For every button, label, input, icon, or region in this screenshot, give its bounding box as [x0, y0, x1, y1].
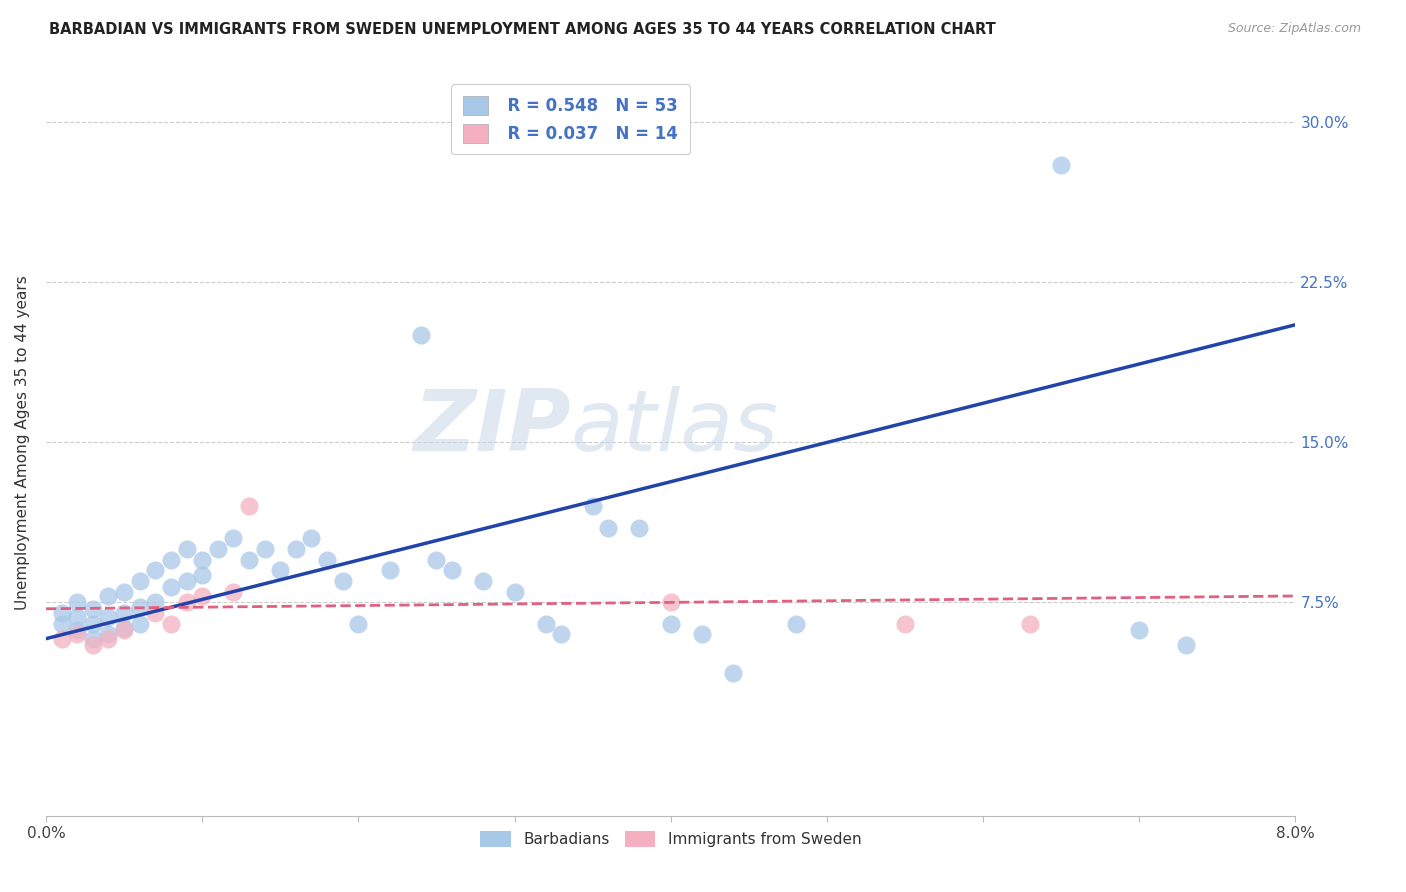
Point	[112, 623, 135, 637]
Point	[316, 552, 339, 566]
Point	[128, 599, 150, 614]
Point	[176, 574, 198, 588]
Point	[176, 595, 198, 609]
Point	[82, 632, 104, 646]
Point	[128, 616, 150, 631]
Point	[721, 665, 744, 680]
Point	[191, 589, 214, 603]
Point	[112, 584, 135, 599]
Point	[51, 606, 73, 620]
Point	[503, 584, 526, 599]
Point	[160, 552, 183, 566]
Point	[82, 616, 104, 631]
Point	[425, 552, 447, 566]
Point	[82, 638, 104, 652]
Point	[66, 623, 89, 637]
Point	[253, 541, 276, 556]
Point	[301, 531, 323, 545]
Point	[160, 616, 183, 631]
Point	[143, 606, 166, 620]
Point	[176, 541, 198, 556]
Legend:   R = 0.548   N = 53,   R = 0.037   N = 14: R = 0.548 N = 53, R = 0.037 N = 14	[451, 85, 690, 154]
Point	[160, 581, 183, 595]
Point	[66, 627, 89, 641]
Point	[269, 563, 291, 577]
Point	[378, 563, 401, 577]
Point	[143, 595, 166, 609]
Point	[82, 601, 104, 615]
Point	[97, 627, 120, 641]
Point	[347, 616, 370, 631]
Point	[51, 616, 73, 631]
Point	[222, 584, 245, 599]
Point	[207, 541, 229, 556]
Point	[1128, 623, 1150, 637]
Point	[550, 627, 572, 641]
Point	[51, 632, 73, 646]
Point	[143, 563, 166, 577]
Point	[1050, 158, 1073, 172]
Text: atlas: atlas	[571, 385, 779, 469]
Point	[66, 610, 89, 624]
Point	[112, 606, 135, 620]
Point	[690, 627, 713, 641]
Point	[409, 328, 432, 343]
Point	[97, 632, 120, 646]
Point	[332, 574, 354, 588]
Point	[222, 531, 245, 545]
Text: ZIP: ZIP	[413, 385, 571, 469]
Point	[191, 552, 214, 566]
Point	[66, 595, 89, 609]
Point	[1175, 638, 1198, 652]
Point	[97, 610, 120, 624]
Point	[598, 521, 620, 535]
Point	[284, 541, 307, 556]
Point	[1019, 616, 1042, 631]
Point	[112, 621, 135, 635]
Point	[238, 500, 260, 514]
Point	[191, 567, 214, 582]
Text: Source: ZipAtlas.com: Source: ZipAtlas.com	[1227, 22, 1361, 36]
Point	[894, 616, 917, 631]
Point	[581, 500, 603, 514]
Point	[628, 521, 651, 535]
Point	[441, 563, 464, 577]
Point	[659, 616, 682, 631]
Point	[238, 552, 260, 566]
Text: BARBADIAN VS IMMIGRANTS FROM SWEDEN UNEMPLOYMENT AMONG AGES 35 TO 44 YEARS CORRE: BARBADIAN VS IMMIGRANTS FROM SWEDEN UNEM…	[49, 22, 995, 37]
Point	[659, 595, 682, 609]
Point	[128, 574, 150, 588]
Point	[97, 589, 120, 603]
Y-axis label: Unemployment Among Ages 35 to 44 years: Unemployment Among Ages 35 to 44 years	[15, 275, 30, 609]
Point	[534, 616, 557, 631]
Point	[472, 574, 495, 588]
Point	[785, 616, 807, 631]
